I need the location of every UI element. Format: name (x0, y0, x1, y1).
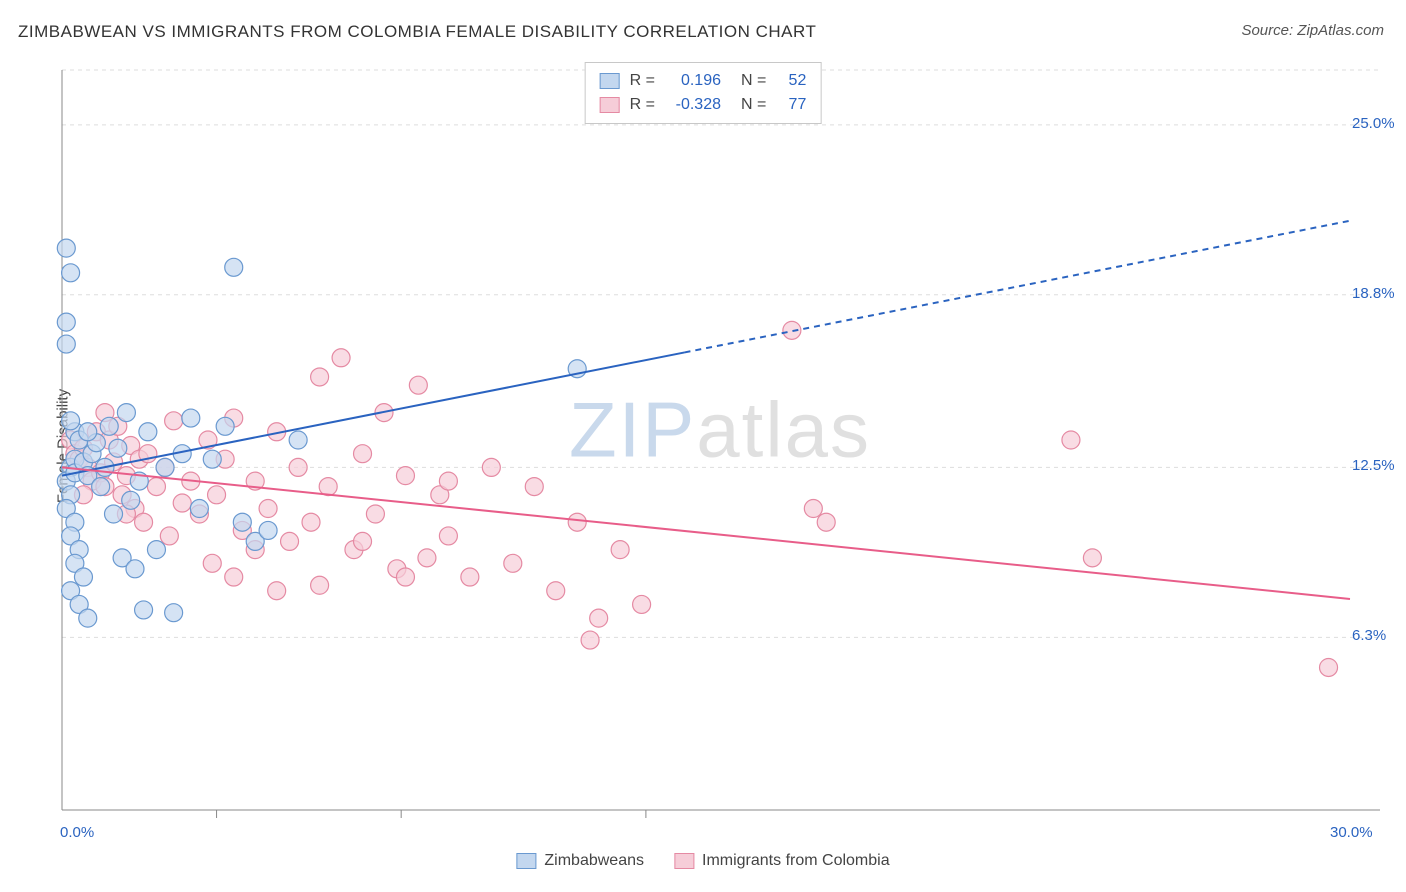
chart-area: ZIPatlas (50, 60, 1390, 830)
legend-swatch-b (674, 853, 694, 869)
chart-title: ZIMBABWEAN VS IMMIGRANTS FROM COLOMBIA F… (18, 22, 816, 42)
n-label: N = (741, 96, 766, 114)
scatter-chart (50, 60, 1390, 830)
legend-swatch-b (600, 97, 620, 113)
y-tick-label-2: 18.8% (1352, 285, 1395, 302)
y-tick-label-3: 25.0% (1352, 115, 1395, 132)
legend-swatch-a (600, 73, 620, 89)
stats-legend: R = 0.196 N = 52 R = -0.328 N = 77 (585, 62, 822, 124)
legend-swatch-a (516, 853, 536, 869)
y-tick-label-1: 12.5% (1352, 457, 1395, 474)
legend-label-b: Immigrants from Colombia (702, 852, 890, 870)
x-tick-label-max: 30.0% (1330, 824, 1373, 841)
legend-item-b: Immigrants from Colombia (674, 852, 890, 870)
r-value-b: -0.328 (665, 96, 721, 114)
r-value-a: 0.196 (665, 72, 721, 90)
legend-item-a: Zimbabweans (516, 852, 644, 870)
n-label: N = (741, 72, 766, 90)
r-label: R = (630, 72, 655, 90)
x-tick-label-min: 0.0% (60, 824, 94, 841)
r-label: R = (630, 96, 655, 114)
legend-label-a: Zimbabweans (544, 852, 644, 870)
n-value-b: 77 (776, 96, 806, 114)
n-value-a: 52 (776, 72, 806, 90)
stats-row-series-a: R = 0.196 N = 52 (600, 69, 807, 93)
bottom-legend: Zimbabweans Immigrants from Colombia (516, 852, 889, 870)
y-tick-label-0: 6.3% (1352, 627, 1386, 644)
source-attribution: Source: ZipAtlas.com (1241, 22, 1384, 39)
stats-row-series-b: R = -0.328 N = 77 (600, 93, 807, 117)
